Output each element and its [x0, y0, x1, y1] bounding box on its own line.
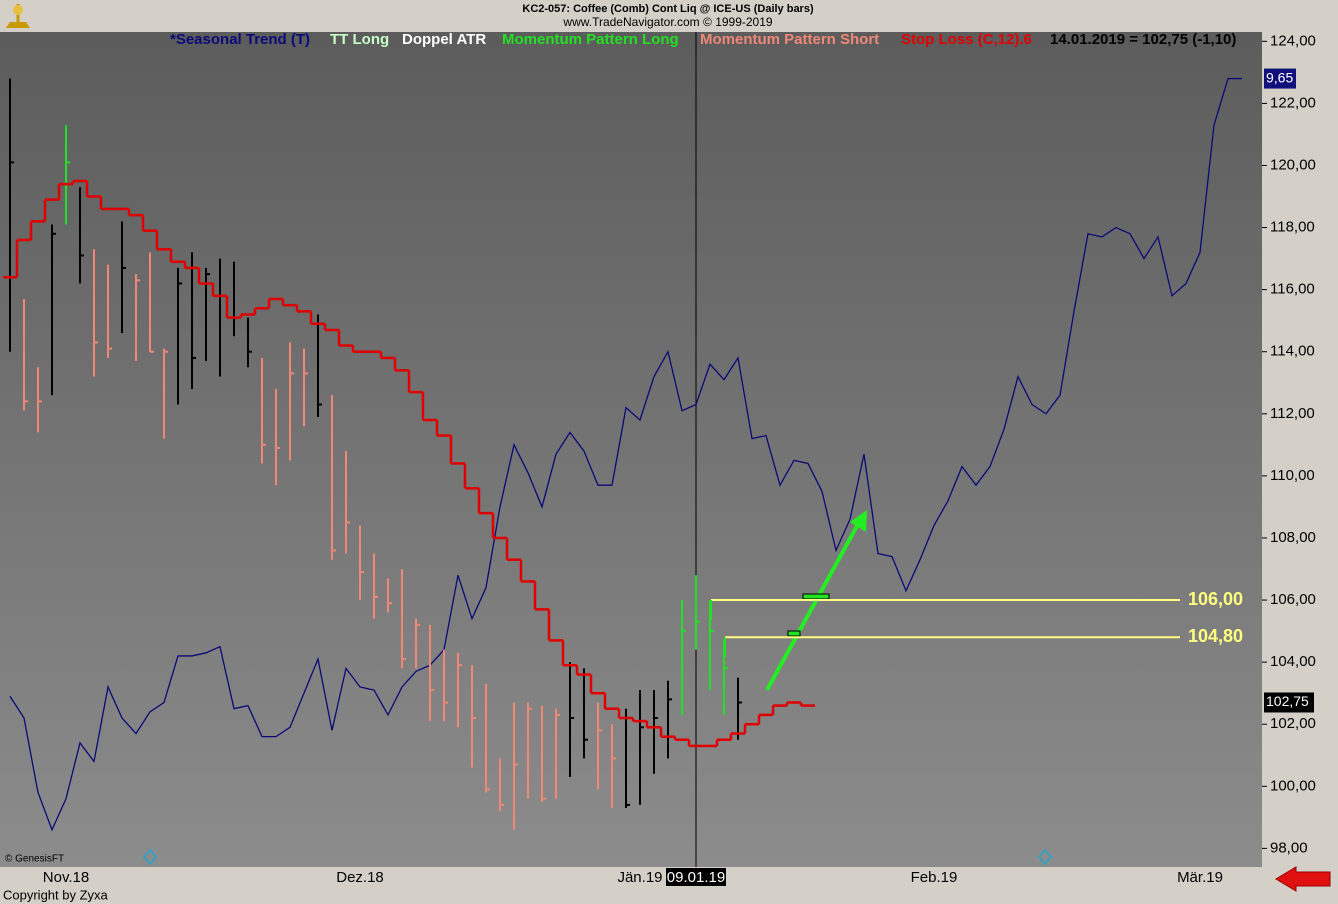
y-tick-label: 106,00 — [1270, 591, 1316, 608]
scroll-arrow[interactable] — [1275, 866, 1331, 892]
cursor-label: 09.01.19 — [667, 869, 725, 886]
y-tick-label: 110,00 — [1270, 467, 1315, 484]
chart-subtitle: www.TradeNavigator.com © 1999-2019 — [562, 15, 772, 29]
y-tick-label: 102,00 — [1270, 715, 1316, 732]
copyright: Copyright by Zyxa — [3, 887, 109, 902]
y-tick-label: 122,00 — [1270, 94, 1316, 111]
y-tick-label: 116,00 — [1270, 281, 1315, 298]
series-tag: 9,65 — [1266, 69, 1293, 85]
legend-entry: *Seasonal Trend (T) — [170, 31, 310, 48]
x-tick-label: Feb.19 — [911, 869, 958, 886]
price-tag-box — [1264, 692, 1314, 713]
legend-entry: 14.01.2019 = 102,75 (-1,10) — [1050, 31, 1236, 48]
entry-box — [802, 593, 830, 600]
legend-entry: Doppel ATR — [402, 31, 486, 48]
y-tick-label: 98,00 — [1270, 839, 1308, 856]
trend-arrow — [765, 514, 865, 691]
entry-box — [787, 630, 801, 637]
level-label: 106,00 — [1188, 589, 1243, 609]
y-tick-label: 120,00 — [1270, 156, 1316, 173]
x-tick-label: Mär.19 — [1177, 869, 1223, 886]
x-tick-label: Dez.18 — [336, 869, 384, 886]
y-tick-label: 114,00 — [1270, 343, 1315, 360]
legend-entry: Momentum Pattern Long — [502, 31, 679, 48]
event-icon — [142, 848, 158, 866]
y-tick-label: 112,00 — [1270, 405, 1315, 422]
chart-title: KC2-057: Coffee (Comb) Cont Liq @ ICE-US… — [522, 3, 814, 15]
y-tick-label: 108,00 — [1270, 529, 1316, 546]
y-tick-label: 124,00 — [1270, 32, 1316, 49]
y-tick-label: 104,00 — [1270, 653, 1316, 670]
legend-entry: TT Long — [330, 31, 389, 48]
series-line — [9, 77, 1242, 832]
x-tick-label: Jän.19 — [617, 869, 662, 886]
cursor-tag — [666, 868, 726, 886]
price-tag: 102,75 — [1266, 693, 1309, 709]
y-tick-label: 118,00 — [1270, 219, 1315, 236]
plot-area — [0, 32, 1262, 867]
arrow-head — [850, 510, 867, 532]
level-label: 104,80 — [1188, 626, 1243, 646]
logo — [6, 4, 30, 28]
x-tick-label: Nov.18 — [43, 869, 89, 886]
event-icon — [1037, 848, 1053, 866]
source: © GenesisFT — [5, 854, 64, 865]
y-tick-label: 100,00 — [1270, 777, 1316, 794]
series-tag-box — [1264, 68, 1296, 89]
legend-entry: Momentum Pattern Short — [700, 31, 879, 48]
legend-entry: Stop Loss (C,12).6 — [901, 31, 1032, 48]
